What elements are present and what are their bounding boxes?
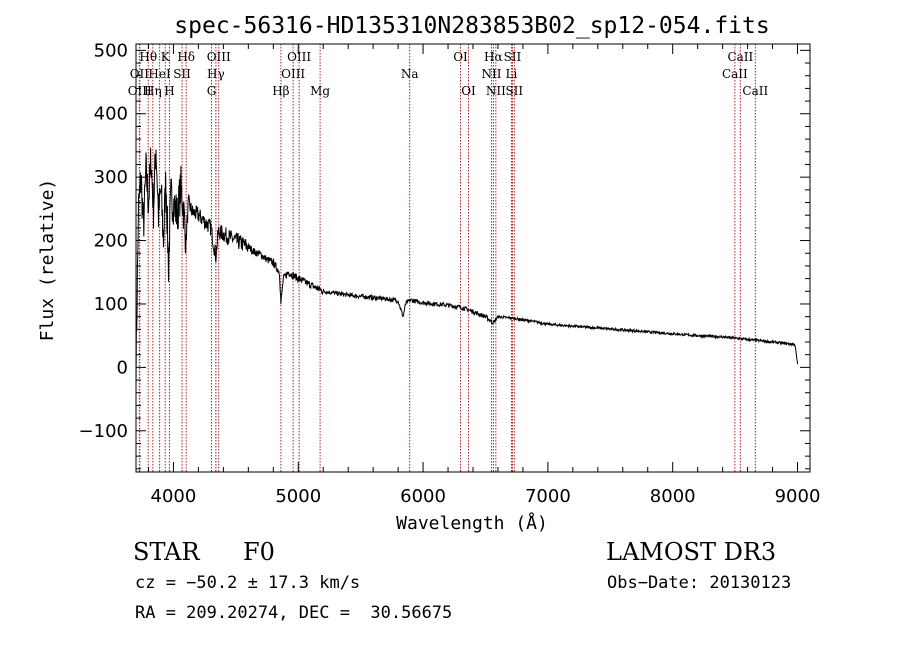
line-marker-label: HeI [148,67,171,81]
y-tick-label: 300 [94,167,128,188]
line-marker-label: Hβ [272,84,289,98]
x-tick-label: 6000 [400,486,446,507]
x-axis-ticks: 4000 5000 6000 7000 8000 9000 [147,44,821,507]
survey-label: LAMOST DR3 [606,538,777,566]
y-tick-label: −100 [79,421,128,442]
line-marker-label: K [161,50,171,64]
line-marker-label: OIII [128,84,152,98]
y-tick-label: 500 [94,40,128,61]
x-tick-label: 4000 [151,486,197,507]
line-marker-label: CaII [727,50,753,64]
redshift-text: cz = −50.2 ± 17.3 km/s [135,573,361,593]
line-marker-label: OI [453,50,468,64]
x-tick-label: 5000 [275,486,321,507]
y-tick-label: 100 [94,294,128,315]
y-axis-ticks: −100 0 100 200 300 400 500 [79,40,810,470]
line-marker-label: Hθ [139,50,157,64]
line-marker-label: H [164,84,174,98]
plot-frame [135,43,811,473]
y-tick-label: 200 [94,231,128,252]
line-markers [138,44,756,472]
line-marker-label: OIII [207,50,231,64]
spectrum-line [135,147,798,390]
line-marker-label: SII [173,67,191,81]
x-tick-label: 8000 [650,486,696,507]
line-marker-label: Na [401,67,419,81]
line-marker-label: OI [461,84,476,98]
x-tick-label: 9000 [775,486,821,507]
chart-title: spec-56316-HD135310N283853B02_sp12-054.f… [174,13,769,39]
coordinates: RA = 209.20274, DEC = 30.56675 [135,603,453,623]
line-marker-label: SII [504,50,522,64]
subclass: F0 [243,538,275,566]
line-marker-label: NII [481,67,501,81]
line-marker-label: SII [505,84,523,98]
x-tick-label: 7000 [525,486,571,507]
object-type: STAR [133,538,200,566]
y-tick-label: 400 [94,104,128,125]
line-marker-label: CaII [722,67,748,81]
line-marker-label: NII [486,84,506,98]
line-marker-label: G [207,84,217,98]
y-tick-label: 0 [117,357,128,378]
line-marker-label: OIII [281,67,305,81]
obs-date: Obs−Date: 20130123 [607,573,792,593]
line-marker-label: Hδ [177,50,195,64]
line-marker-label: CaII [742,84,768,98]
line-marker-label: OII [130,67,150,81]
y-axis-label: Flux (relative) [37,179,58,342]
line-marker-label: Hγ [207,67,225,81]
x-axis-label: Wavelength (Å) [396,512,548,534]
line-marker-label: Mg [310,84,330,98]
spectrum-chart: spec-56316-HD135310N283853B02_sp12-054.f… [37,13,821,534]
line-marker-label: Hη [144,84,162,98]
line-marker-label: Hα [484,50,503,64]
line-marker-label: Li [506,67,518,81]
line-marker-label: OIII [287,50,311,64]
